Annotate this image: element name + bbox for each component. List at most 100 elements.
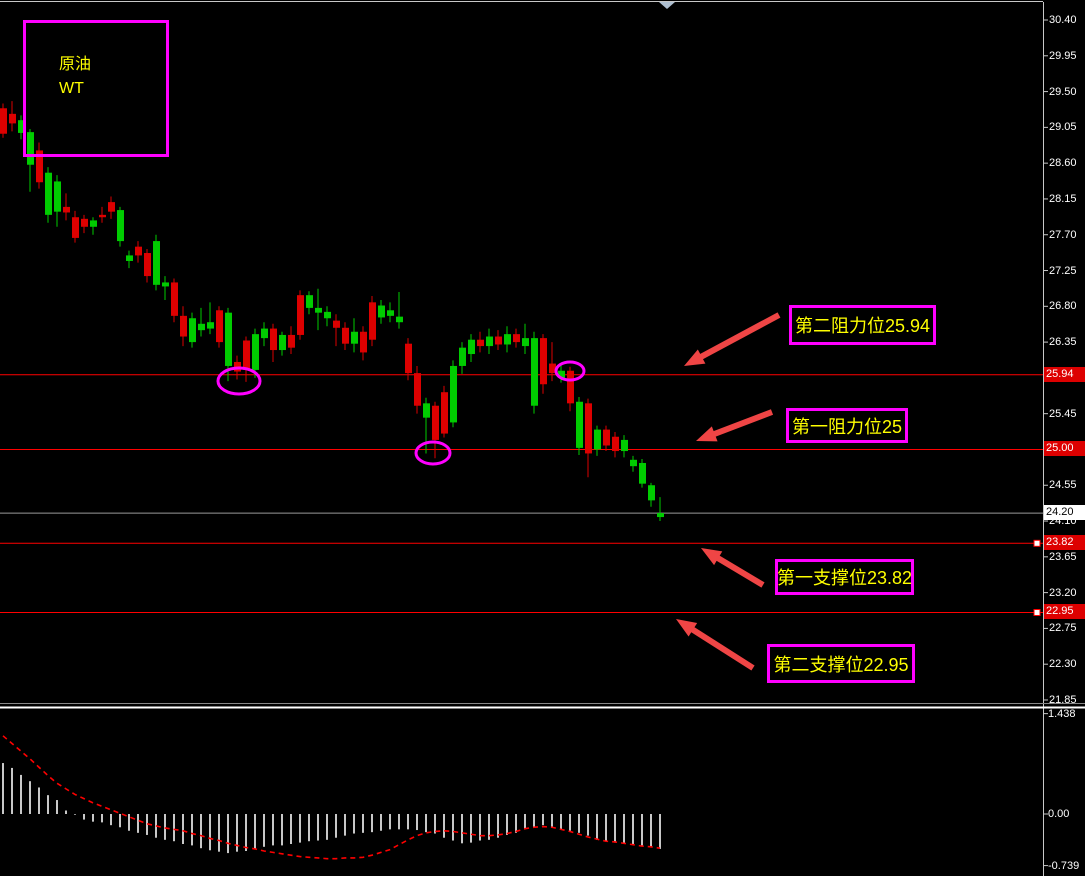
candle <box>639 462 646 484</box>
candle <box>126 255 133 261</box>
candle <box>549 363 556 374</box>
indicator-histogram <box>2 763 661 854</box>
candle <box>0 108 7 134</box>
annotation-support2[interactable]: 第二支撑位22.95 <box>767 644 915 683</box>
candle <box>198 323 205 331</box>
candle <box>216 310 223 343</box>
candle <box>648 485 655 501</box>
candle <box>81 218 88 227</box>
candle <box>252 334 259 370</box>
candle <box>18 120 25 133</box>
candle <box>342 327 349 344</box>
candle <box>108 202 115 212</box>
candle <box>432 405 439 440</box>
candle <box>45 172 52 215</box>
candle <box>378 305 385 318</box>
candle <box>441 392 448 434</box>
indicator-signal-line <box>2 735 661 860</box>
candle <box>225 312 232 366</box>
candle <box>558 370 565 378</box>
annotation-support2-label: 第二支撑位22.95 <box>773 654 909 675</box>
candle <box>414 373 421 406</box>
candle <box>495 336 502 345</box>
candle <box>297 295 304 335</box>
candle <box>369 302 376 340</box>
candle <box>351 331 358 344</box>
candle <box>522 338 529 347</box>
candle <box>567 370 574 404</box>
annotation-resistance2[interactable]: 第二阻力位25.94 <box>789 305 936 345</box>
candle <box>27 132 34 165</box>
annotation-support1-label: 第一支撑位23.82 <box>776 568 913 588</box>
candle <box>9 113 16 124</box>
candle <box>405 343 412 374</box>
candles <box>0 101 664 522</box>
candle <box>612 436 619 452</box>
highlight-ellipse[interactable] <box>554 360 586 382</box>
candle <box>180 315 187 337</box>
candle <box>621 439 628 452</box>
annotation-resistance1[interactable]: 第一阻力位25 <box>786 408 908 443</box>
annotation-arrow-shaft[interactable] <box>686 623 755 671</box>
candle <box>54 181 61 212</box>
scroll-to-end-marker[interactable] <box>659 2 675 9</box>
candle <box>504 334 511 345</box>
candle <box>531 338 538 406</box>
highlight-ellipse[interactable] <box>414 440 452 466</box>
annotation-arrow-head[interactable] <box>696 426 718 442</box>
candle <box>189 318 196 343</box>
candle <box>576 401 583 448</box>
candle <box>477 339 484 347</box>
candle <box>171 282 178 316</box>
candle <box>261 328 268 339</box>
annotation-arrow-head[interactable] <box>701 548 723 566</box>
candle <box>243 340 250 370</box>
candle <box>315 307 322 313</box>
symbol-code: WT <box>59 80 84 97</box>
candle <box>306 295 313 308</box>
candle <box>423 403 430 418</box>
annotation-arrow-shaft[interactable] <box>708 409 774 439</box>
annotation-arrow-shaft[interactable] <box>694 312 781 363</box>
line-handle[interactable] <box>1033 608 1041 616</box>
candle <box>72 217 79 238</box>
candle <box>459 347 466 366</box>
candle <box>153 241 160 285</box>
candle <box>135 246 142 256</box>
candle <box>594 429 601 450</box>
highlight-ellipse[interactable] <box>216 366 262 396</box>
candle <box>360 331 367 353</box>
candle <box>63 206 70 213</box>
candle <box>387 310 394 316</box>
annotation-resistance2-label: 第二阻力位25.94 <box>794 316 931 336</box>
candle <box>540 338 547 385</box>
annotation-arrow-head[interactable] <box>676 619 698 637</box>
annotation-resistance1-label: 第一阻力位25 <box>791 416 903 437</box>
symbol-name: 原油 <box>59 56 92 73</box>
candle <box>603 429 610 446</box>
candle <box>657 513 664 518</box>
candle <box>333 320 340 328</box>
candle <box>117 210 124 242</box>
candle <box>144 253 151 277</box>
candle <box>513 334 520 343</box>
candle <box>585 403 592 454</box>
candle <box>36 150 43 183</box>
symbol-label-box[interactable]: 原油 WT <box>23 20 169 157</box>
candle <box>288 334 295 348</box>
candle <box>279 334 286 351</box>
annotation-arrow-head[interactable] <box>684 349 706 366</box>
line-handle[interactable] <box>1033 539 1041 547</box>
annotation-support1[interactable]: 第一支撑位23.82 <box>775 559 914 595</box>
candle <box>270 328 277 351</box>
candle <box>324 311 331 319</box>
candle <box>468 339 475 355</box>
candle <box>207 322 214 329</box>
candle <box>99 214 106 218</box>
candle <box>396 316 403 323</box>
candle <box>450 365 457 423</box>
candle <box>630 459 637 467</box>
annotation-arrow-shaft[interactable] <box>711 552 765 588</box>
